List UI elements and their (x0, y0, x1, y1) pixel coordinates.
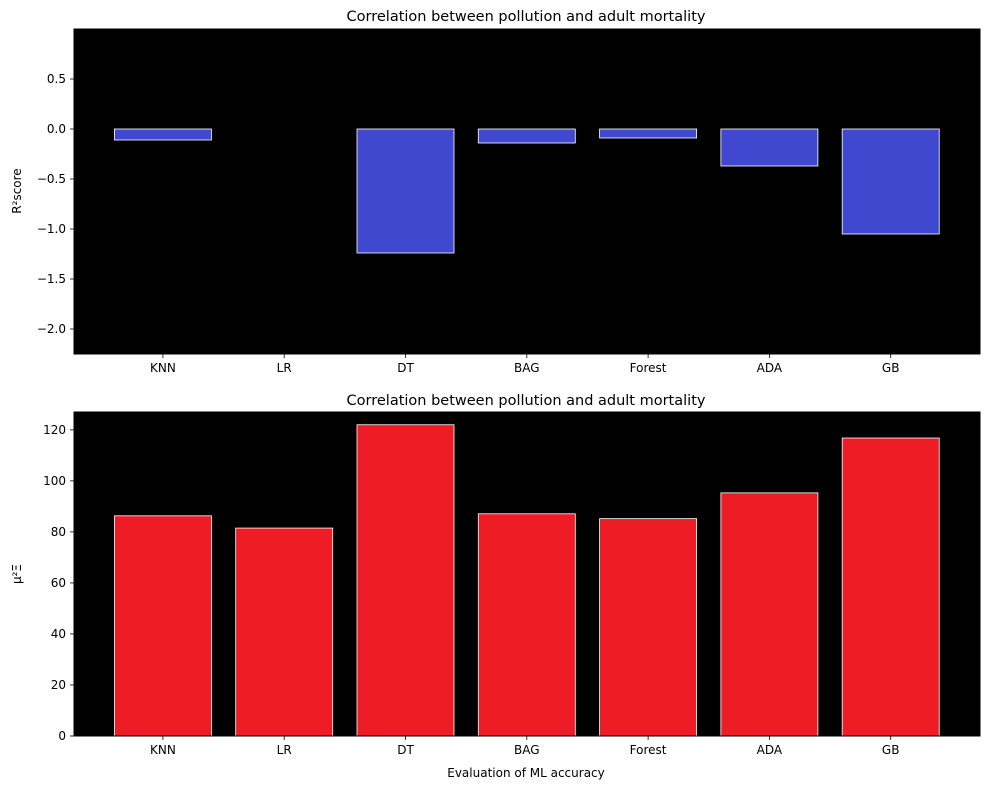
y-tick-group: 0 20 40 60 80 100 120 (43, 423, 74, 743)
x-axis-label: Evaluation of ML accuracy (447, 766, 605, 780)
y-tick-label: 20 (51, 678, 66, 692)
y-tick-label: −1.5 (37, 272, 66, 286)
y-tick-label: 60 (51, 576, 66, 590)
bar-lr (235, 527, 334, 737)
x-tick-label: Forest (630, 361, 667, 375)
x-tick-group: KNN LR DT BAG Forest ADA GB (150, 354, 899, 375)
x-tick-label: GB (882, 361, 900, 375)
bar-ada (720, 492, 819, 737)
chart-mse: Correlation between pollution and adult … (10, 393, 981, 780)
y-axis-label: R²score (10, 168, 24, 213)
y-tick-label: 0.5 (47, 72, 66, 86)
bar-gb (841, 128, 940, 235)
x-tick-label: GB (882, 743, 900, 757)
x-tick-label: ADA (757, 361, 783, 375)
x-tick-label: KNN (150, 743, 176, 757)
bar-knn (114, 515, 212, 737)
bar-group (114, 424, 940, 737)
bar-forest (599, 518, 697, 737)
x-tick-label: BAG (514, 361, 540, 375)
y-tick-label: 0 (58, 729, 66, 743)
x-tick-label: LR (277, 743, 292, 757)
x-tick-label: BAG (514, 743, 540, 757)
x-tick-label: DT (397, 743, 414, 757)
y-axis-label: μ²Ξ (10, 564, 24, 584)
x-tick-label: Forest (630, 743, 667, 757)
y-tick-group: 0.5 0.0 −0.5 −1.0 −1.5 −2.0 (37, 72, 74, 336)
plot-area (73, 28, 981, 355)
x-tick-label: KNN (150, 361, 176, 375)
bar-bag (477, 128, 576, 144)
bar-group (114, 128, 940, 254)
y-tick-label: −2.0 (37, 322, 66, 336)
x-tick-label: ADA (757, 743, 783, 757)
y-tick-label: −0.5 (37, 172, 66, 186)
x-tick-label: DT (397, 361, 414, 375)
bar-knn (114, 128, 212, 141)
chart-r2-score: Correlation between pollution and adult … (10, 9, 981, 375)
chart-title: Correlation between pollution and adult … (347, 393, 706, 409)
y-tick-label: 120 (43, 423, 66, 437)
chart-title: Correlation between pollution and adult … (347, 9, 706, 25)
bar-bag (477, 513, 576, 737)
bar-dt (356, 128, 455, 254)
y-tick-label: −1.0 (37, 222, 66, 236)
bar-gb (841, 437, 940, 737)
bar-dt (356, 424, 455, 737)
y-tick-label: 0.0 (47, 122, 66, 136)
y-tick-label: 40 (51, 627, 66, 641)
plot-frame (73, 28, 981, 355)
bar-forest (599, 128, 697, 139)
y-tick-label: 100 (43, 474, 66, 488)
plot-frame (73, 411, 981, 737)
y-tick-label: 80 (51, 525, 66, 539)
x-tick-label: LR (277, 361, 292, 375)
bar-ada (720, 128, 819, 167)
x-tick-group: KNN LR DT BAG Forest ADA GB (150, 736, 899, 757)
